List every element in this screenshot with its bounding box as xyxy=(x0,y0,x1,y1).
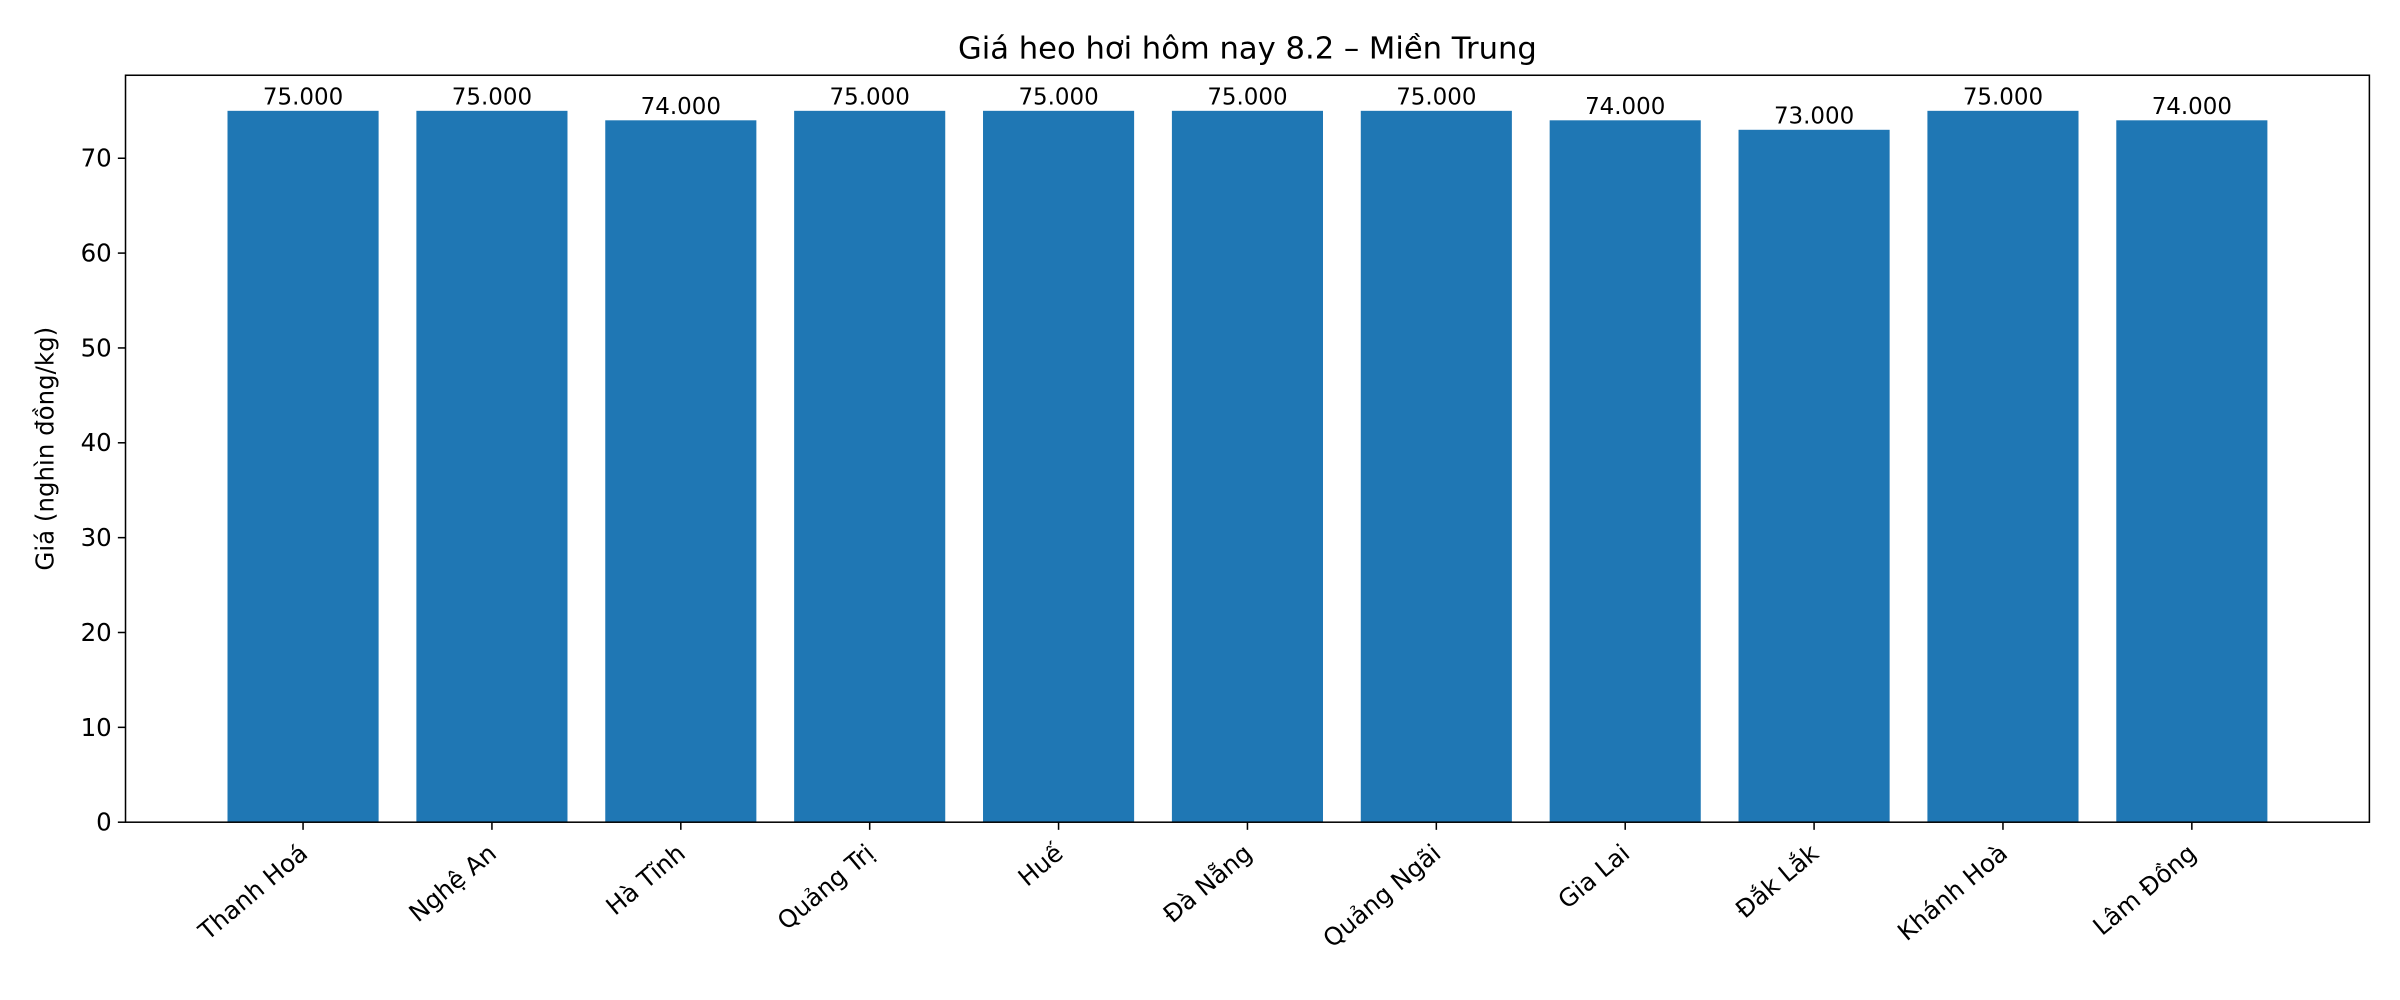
plot-frame xyxy=(124,74,2371,823)
value-label: 75.000 xyxy=(452,85,532,111)
value-label: 75.000 xyxy=(1207,85,1287,111)
value-label: 75.000 xyxy=(830,85,910,111)
value-label: 75.000 xyxy=(1396,85,1476,111)
value-label: 74.000 xyxy=(2152,94,2232,120)
y-axis-label: Giá (nghìn đồng/kg) xyxy=(31,327,60,571)
value-label: 75.000 xyxy=(1963,85,2043,111)
bar xyxy=(416,110,568,823)
bar xyxy=(2116,120,2268,823)
value-label: 74.000 xyxy=(1585,94,1665,120)
y-tick-label: 20 xyxy=(81,618,112,647)
bar xyxy=(605,120,757,823)
value-label: 73.000 xyxy=(1774,104,1854,130)
y-tick-label: 50 xyxy=(81,333,112,362)
value-label: 75.000 xyxy=(1018,85,1098,111)
bar xyxy=(1360,110,1512,823)
bar xyxy=(1549,120,1701,823)
y-tick-label: 10 xyxy=(81,713,112,742)
y-tick-label: 70 xyxy=(81,144,112,173)
bar xyxy=(983,110,1135,823)
y-tick-label: 60 xyxy=(81,239,112,268)
bar xyxy=(1171,110,1324,823)
value-label: 75.000 xyxy=(263,85,343,111)
bar xyxy=(227,110,379,823)
y-tick-label: 0 xyxy=(96,808,112,837)
y-tick-label: 40 xyxy=(81,428,112,457)
y-tick-label: 30 xyxy=(81,523,112,552)
bar xyxy=(1927,110,2079,823)
bar xyxy=(1738,129,1890,823)
value-label: 74.000 xyxy=(641,94,721,120)
chart-title: Giá heo hơi hôm nay 8.2 – Miền Trung xyxy=(958,31,1537,66)
bar xyxy=(794,110,946,823)
